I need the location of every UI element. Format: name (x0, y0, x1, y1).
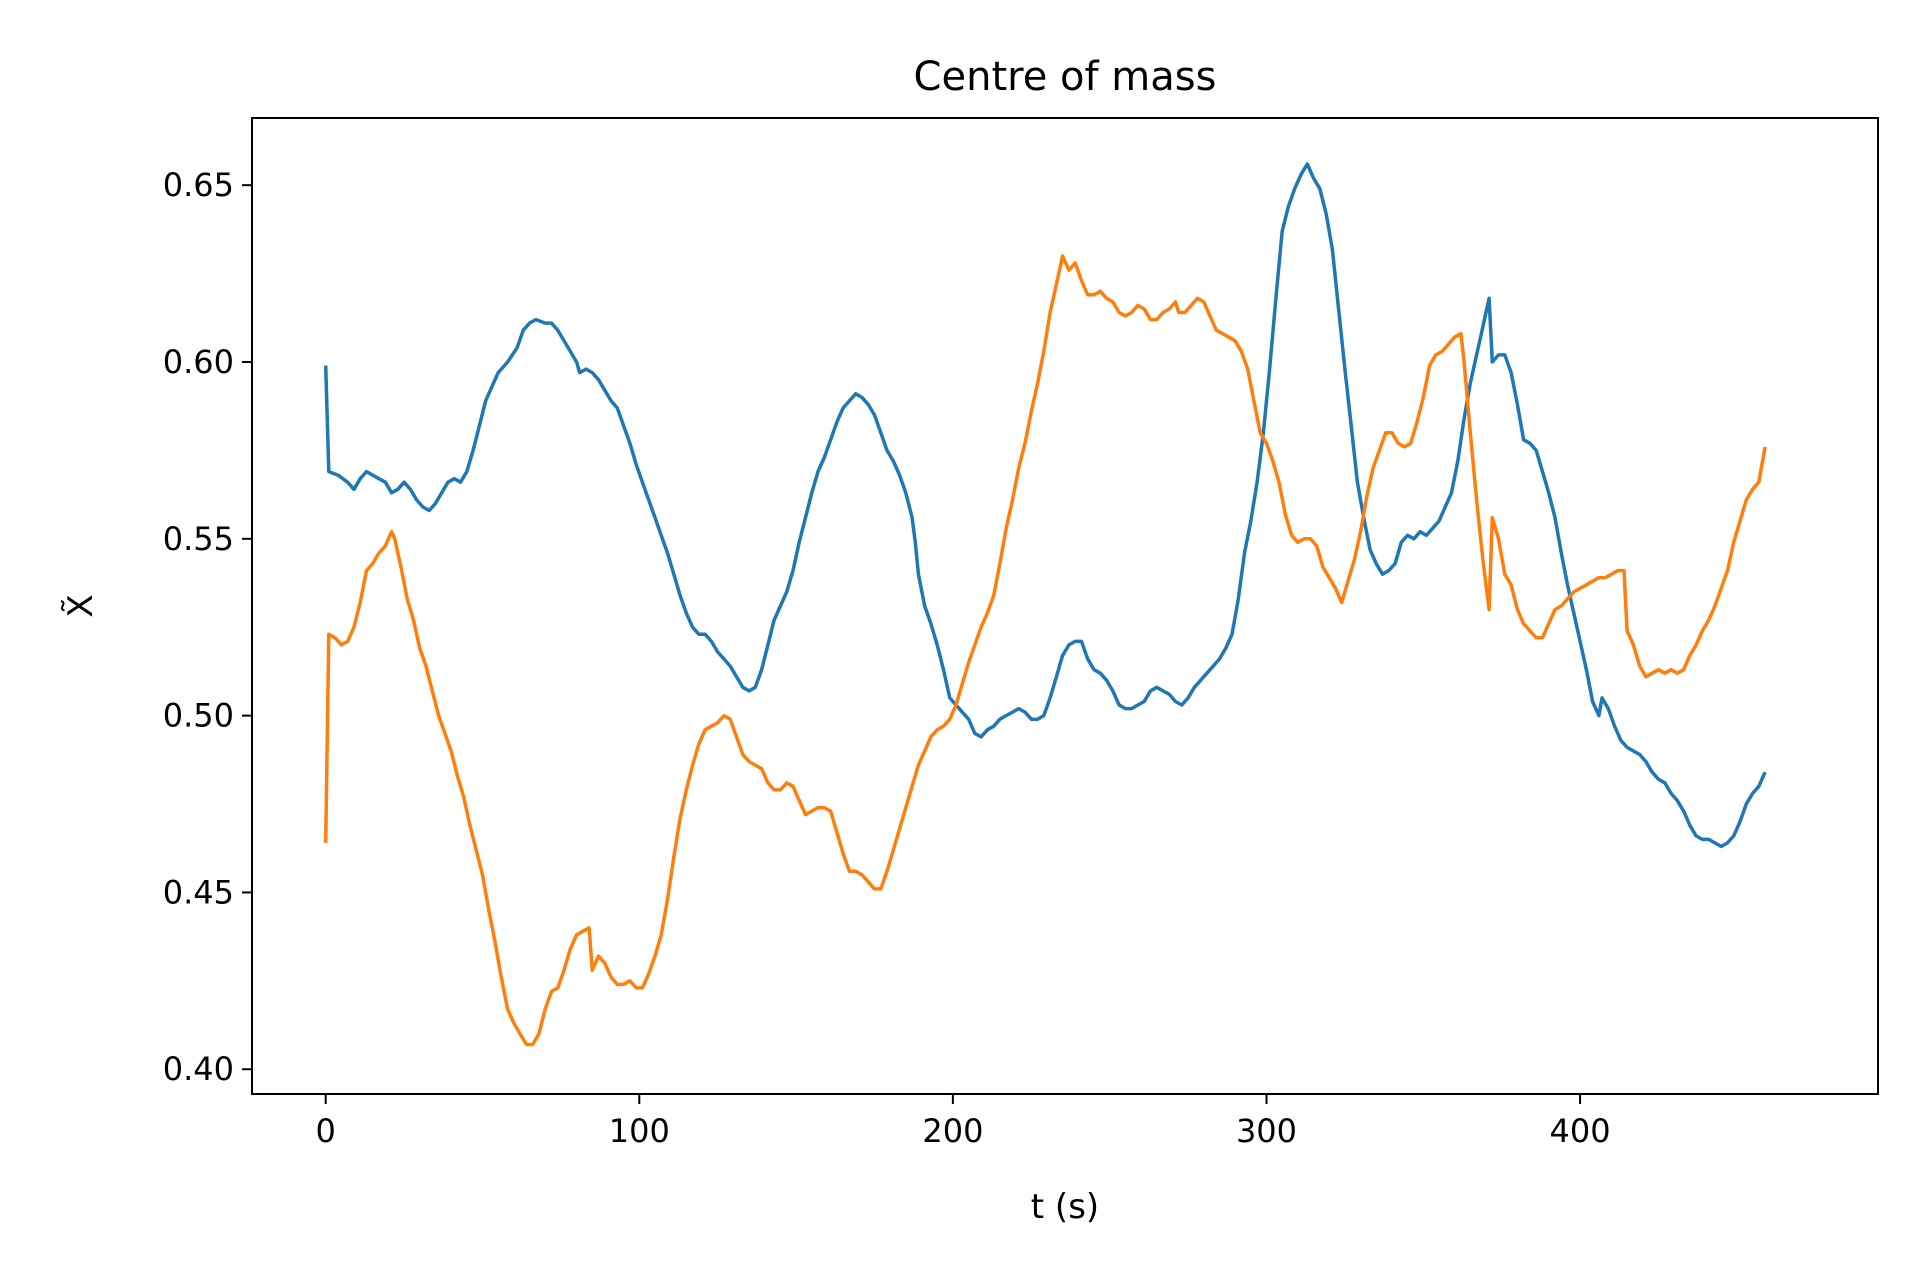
y-tick-label: 0.45 (163, 873, 234, 911)
x-tick-label: 300 (1236, 1112, 1297, 1150)
x-tick-label: 200 (922, 1112, 983, 1150)
x-axis-label: t (s) (1031, 1187, 1099, 1227)
y-axis: 0.40 0.45 0.50 0.55 0.60 0.65 (163, 166, 252, 1088)
y-axis-label: X̃ (61, 594, 101, 617)
x-tick-label: 0 (316, 1112, 336, 1150)
y-tick-label: 0.40 (163, 1050, 234, 1088)
y-tick-label: 0.55 (163, 520, 234, 558)
x-axis: 0 100 200 300 400 (316, 1094, 1611, 1150)
x-tick-label: 100 (609, 1112, 670, 1150)
series-line-2 (323, 254, 1767, 1047)
x-tick-label: 400 (1550, 1112, 1611, 1150)
y-tick-label: 0.60 (163, 343, 234, 381)
chart-title: Centre of mass (914, 54, 1217, 100)
y-tick-label: 0.50 (163, 697, 234, 735)
series-layer (323, 162, 1767, 1047)
series-line-1 (323, 162, 1767, 849)
y-tick-label: 0.65 (163, 166, 234, 204)
plot-area-frame (251, 117, 1879, 1095)
